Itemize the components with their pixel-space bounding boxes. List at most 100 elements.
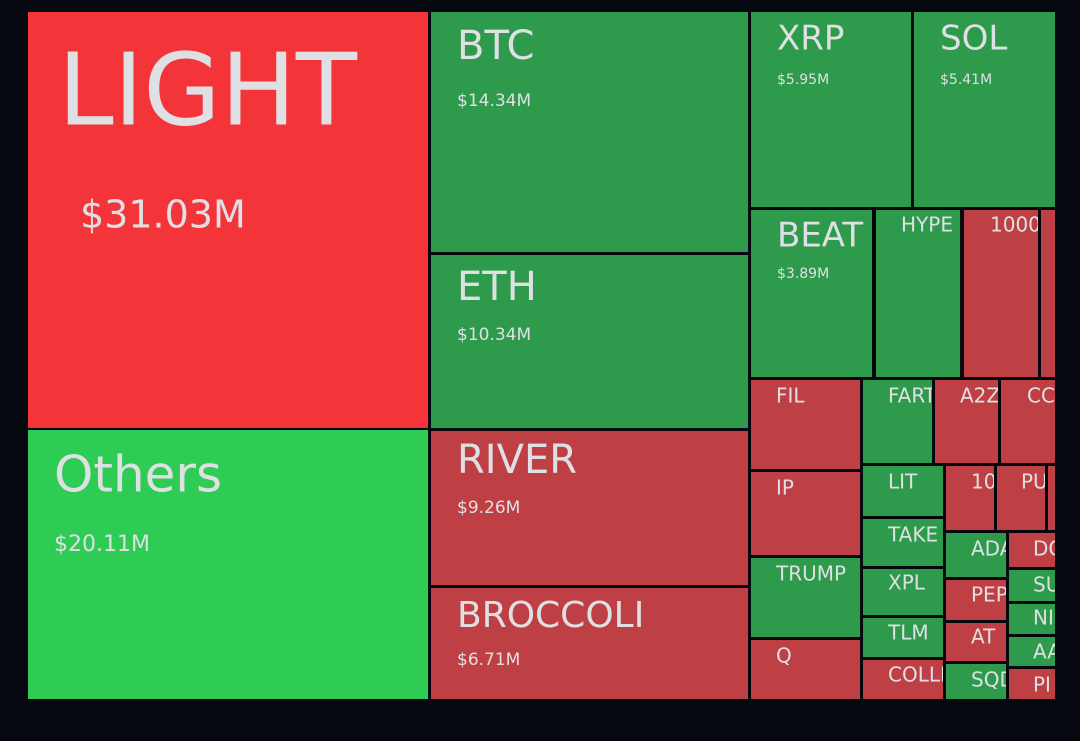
tile: [1041, 210, 1055, 377]
tile: [946, 623, 1006, 661]
tile: [751, 380, 860, 469]
tile-name: HYPE: [901, 213, 953, 237]
tile: [1009, 669, 1055, 699]
tile-value: $5.41M: [940, 72, 992, 88]
tile-name: BTC: [457, 23, 534, 69]
tile: [751, 210, 872, 377]
tile-name: CC: [1027, 384, 1055, 408]
tile-name: LIGHT: [58, 31, 358, 148]
tile-name: ADA: [971, 537, 1014, 561]
tile-labels: LIGHT $31.03M: [58, 31, 358, 236]
tile: [751, 558, 860, 637]
tile-name: DO: [1033, 537, 1064, 561]
tile-labels: ETH $10.34M: [457, 264, 537, 345]
tile: [28, 12, 428, 428]
tile-labels: ADA: [971, 537, 1014, 561]
tile: [1009, 604, 1055, 634]
tile-labels: AT: [971, 625, 996, 649]
tile: [876, 210, 960, 377]
tile: [863, 466, 943, 516]
tile-labels: PU: [1021, 470, 1048, 494]
tile: [1001, 380, 1055, 463]
tile-name: XPL: [888, 571, 926, 595]
tile-name: Others: [54, 446, 222, 504]
tile-name: FART: [888, 384, 937, 408]
tile: [946, 466, 994, 530]
tile-labels: CC: [1027, 384, 1055, 408]
tile: [431, 255, 748, 428]
tile-name: 10: [971, 470, 996, 494]
tile-value: $10.34M: [457, 325, 531, 345]
tile: [863, 380, 932, 463]
tile: [1009, 533, 1055, 567]
tile-name: AA: [1033, 640, 1061, 664]
tile-labels: Q: [776, 644, 792, 668]
tile-name: PEP: [971, 583, 1008, 607]
tile-labels: XRP $5.95M: [777, 19, 844, 89]
tile-name: PU: [1021, 470, 1048, 494]
tile: [431, 588, 748, 699]
tile: [914, 12, 1055, 207]
tile-labels: BEAT $3.89M: [777, 216, 863, 283]
tile-value: $20.11M: [54, 532, 150, 557]
tile-labels: TAKE: [887, 523, 938, 547]
tile: [863, 660, 943, 699]
tile-labels: Others $20.11M: [54, 446, 222, 558]
tile: [935, 380, 998, 463]
tile-labels: BTC $14.34M: [457, 23, 534, 111]
tile-labels: AA: [1033, 640, 1061, 664]
tile-labels: SOL $5.41M: [940, 19, 1007, 89]
tile-name: XRP: [777, 19, 844, 59]
tile-name: TLM: [887, 621, 929, 645]
tile: [964, 210, 1038, 377]
tile-labels: BROCCOLI $6.71M: [457, 595, 644, 670]
tile-name: ETH: [457, 264, 537, 310]
tile-labels: IP: [776, 476, 794, 500]
tile-name: BROCCOLI: [457, 595, 644, 636]
tile-value: $6.71M: [457, 650, 520, 670]
tile: [1009, 637, 1055, 666]
tile-name: AT: [971, 625, 996, 649]
tile-labels: SQD: [971, 668, 1015, 692]
tile: [1009, 570, 1055, 601]
tile-value: $14.34M: [457, 91, 531, 111]
tile-name: Q: [776, 644, 792, 668]
tile-labels: LIT: [888, 470, 918, 494]
tile-labels: PEP: [971, 583, 1008, 607]
tile-value: $31.03M: [80, 193, 246, 237]
tile-name: A2Z: [960, 384, 1000, 408]
tile-value: $3.89M: [777, 266, 829, 282]
tile: [1048, 466, 1055, 530]
tile: [946, 580, 1006, 620]
tile-name: SOL: [940, 19, 1007, 59]
tile: [997, 466, 1045, 530]
tile-labels: DO: [1033, 537, 1064, 561]
tile: [751, 472, 860, 555]
tile: [751, 12, 911, 207]
tile-labels: A2Z: [960, 384, 1000, 408]
tile-name: COLLE: [888, 663, 953, 687]
tile-name: BEAT: [777, 216, 863, 256]
tile: [946, 533, 1006, 577]
tile: [863, 519, 943, 566]
tile: [863, 618, 943, 657]
tile-labels: FIL: [776, 384, 805, 408]
tile-labels: TLM: [887, 621, 929, 645]
tile-labels: XPL: [888, 571, 926, 595]
tile-name: SQD: [971, 668, 1015, 692]
tile: [431, 431, 748, 585]
tile-name: 1000I: [990, 213, 1047, 237]
tile-labels: RIVER $9.26M: [457, 437, 577, 518]
tile-labels: COLLE: [888, 663, 953, 687]
tile-labels: 1000I: [990, 213, 1047, 237]
tile-name: PI: [1033, 673, 1051, 697]
tile-name: RIVER: [457, 437, 577, 483]
tile-name: IP: [776, 476, 794, 500]
tile-name: FIL: [776, 384, 805, 408]
tile-name: LIT: [888, 470, 918, 494]
tile-labels: HYPE: [901, 213, 953, 237]
tile: [751, 640, 860, 699]
tile-labels: NI: [1033, 606, 1054, 630]
tile-labels: SU: [1033, 573, 1055, 597]
